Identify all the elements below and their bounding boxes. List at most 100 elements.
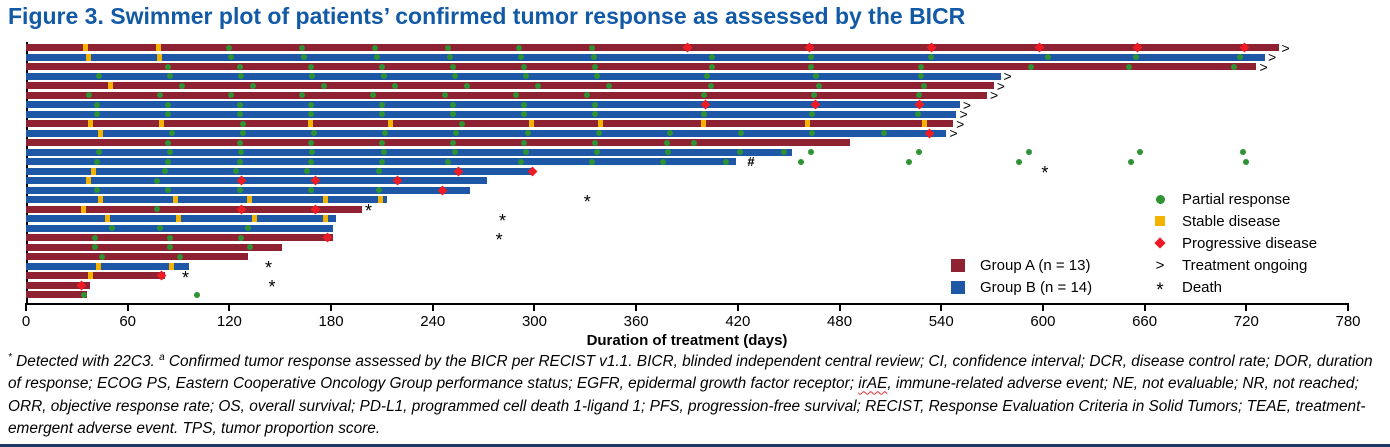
pr-marker-icon: [809, 130, 816, 136]
group-swatch: [948, 258, 968, 272]
pr-marker-icon: [250, 82, 257, 89]
pr-marker-icon: [700, 111, 707, 117]
pr-marker-icon: [236, 63, 243, 70]
patient-bar: [26, 72, 1001, 80]
pr-marker-icon: [300, 54, 307, 60]
legend-item-pr: Partial response: [1150, 188, 1317, 210]
legend-item-pd: Progressive disease: [1150, 232, 1317, 254]
legend-item-sd: Stable disease: [1150, 210, 1317, 232]
pr-marker-icon: [375, 187, 382, 193]
pr-marker-icon: [392, 82, 399, 89]
patient-bar: [26, 44, 1279, 51]
x-tick: [228, 303, 231, 311]
pr-marker-icon: [446, 54, 453, 60]
pr-marker-icon: [307, 101, 314, 108]
sd-marker-icon: [159, 120, 165, 127]
marker-legend: Partial response Stable disease Progressiv…: [1150, 188, 1317, 301]
pr-marker-icon: [880, 130, 887, 136]
pr-marker-icon: [1026, 149, 1033, 155]
pr-marker-icon: [816, 82, 823, 89]
pr-marker-icon: [807, 63, 814, 70]
patient-bar: [26, 215, 337, 222]
pr-marker-icon: [378, 101, 385, 108]
pr-marker-icon: [517, 54, 524, 60]
pr-marker-icon: [378, 158, 385, 165]
legend-label: Partial response: [1182, 190, 1291, 208]
pr-marker-icon: [165, 111, 172, 117]
pr-marker-icon: [299, 92, 306, 98]
pr-marker-icon: [378, 111, 385, 117]
group-a-swatch-icon: [951, 258, 965, 272]
pr-marker-icon: [450, 111, 457, 117]
pr-marker-icon: [663, 139, 670, 146]
patient-bar: [26, 243, 282, 251]
pr-marker-icon: [450, 63, 457, 70]
pr-marker-icon: [238, 234, 245, 241]
death-icon: *: [265, 258, 273, 278]
x-tick-label: 240: [420, 313, 446, 330]
pr-marker-icon: [94, 187, 101, 193]
pr-marker-icon: [906, 158, 913, 165]
pr-marker-icon: [228, 54, 235, 60]
pr-marker-icon: [1045, 54, 1051, 60]
pr-marker-icon: [165, 158, 172, 165]
patient-bar: [26, 148, 793, 156]
pr-marker-icon: [95, 149, 102, 155]
pr-marker-icon: [667, 130, 674, 136]
patient-bar: [26, 224, 333, 232]
death-icon: *: [182, 267, 190, 288]
pr-marker-icon: [165, 63, 172, 70]
patient-bar: [26, 120, 954, 127]
sd-marker-icon: [323, 215, 329, 222]
patient-bar: [26, 272, 165, 279]
death-legend-icon: *: [1156, 280, 1164, 301]
pr-marker-icon: [921, 82, 928, 89]
pr-marker-icon: [594, 149, 601, 155]
pr-marker-icon: [239, 120, 246, 127]
group-legend-item-B: Group B (n = 14): [948, 276, 1092, 298]
pr-marker-icon: [165, 187, 172, 193]
pr-marker-icon: [194, 291, 201, 298]
x-tick-label: 600: [1030, 313, 1056, 330]
sd-legend-icon: [1155, 216, 1165, 226]
legend-swatch: [1150, 216, 1170, 226]
x-tick: [1041, 303, 1044, 311]
pr-marker-icon: [917, 63, 924, 70]
pr-marker-icon: [245, 225, 252, 231]
ongoing-icon: >: [989, 87, 999, 103]
x-tick: [736, 303, 739, 311]
footnote-seg2: Confirmed tumor response assessed by the…: [8, 353, 1373, 393]
pr-marker-icon: [1231, 63, 1238, 70]
pr-marker-icon: [370, 92, 377, 98]
group-legend-label: Group A (n = 13): [980, 256, 1091, 274]
pr-marker-icon: [1243, 158, 1250, 165]
sd-marker-icon: [247, 196, 253, 203]
pr-marker-icon: [590, 54, 597, 60]
pr-marker-icon: [521, 63, 528, 70]
pr-marker-icon: [1028, 63, 1035, 70]
pr-marker-icon: [914, 111, 921, 117]
pr-marker-icon: [299, 44, 306, 51]
death-icon: *: [1041, 163, 1049, 183]
patient-bar: [26, 139, 850, 146]
pr-marker-icon: [665, 149, 672, 155]
pr-marker-icon: [916, 149, 923, 155]
sd-marker-icon: [87, 120, 93, 127]
sd-marker-icon: [82, 44, 88, 51]
x-tick: [25, 303, 27, 311]
pr-marker-icon: [228, 92, 235, 98]
footnote-seg3: , immune-related adverse event; NE, not …: [8, 375, 1366, 438]
pr-marker-icon: [382, 130, 389, 136]
pr-marker-icon: [522, 73, 529, 79]
x-tick-label: 300: [521, 313, 547, 330]
pr-marker-icon: [380, 149, 387, 155]
pr-marker-icon: [709, 63, 716, 70]
x-tick-label: 420: [725, 313, 751, 330]
pr-marker-icon: [167, 73, 174, 79]
pr-marker-icon: [238, 73, 245, 79]
pr-marker-icon: [236, 187, 243, 193]
pr-marker-icon: [94, 158, 101, 165]
pr-marker-icon: [917, 73, 924, 79]
pr-marker-icon: [378, 139, 385, 146]
pr-marker-icon: [236, 111, 243, 117]
